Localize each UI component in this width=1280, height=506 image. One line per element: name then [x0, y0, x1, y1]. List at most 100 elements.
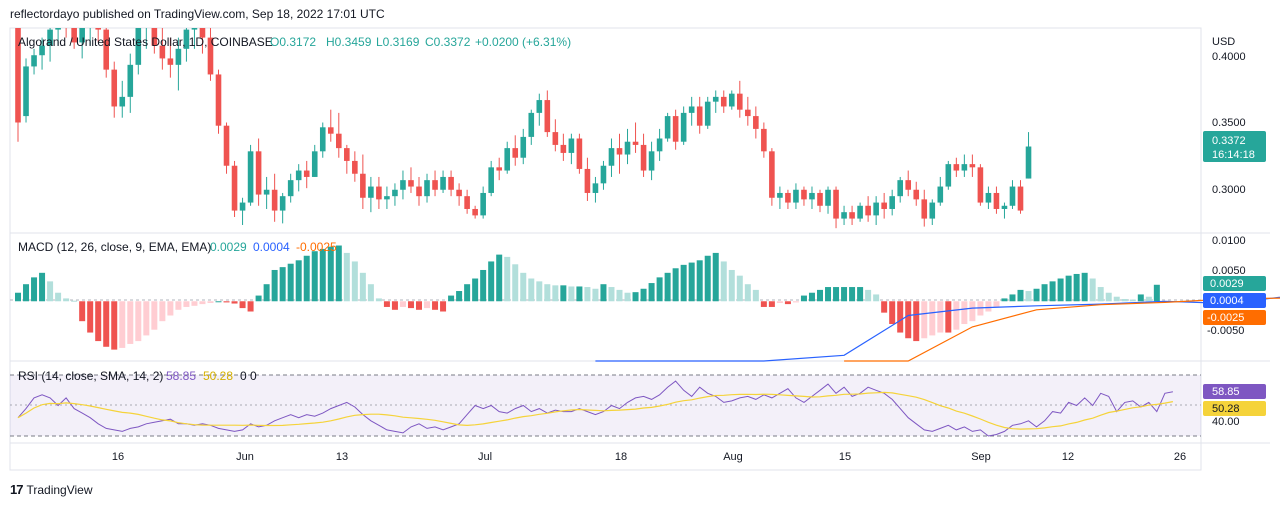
macd-hist-bar: [1137, 294, 1144, 302]
macd-hist-bar: [31, 277, 38, 302]
candle: [536, 93, 543, 126]
candle-body: [432, 180, 438, 190]
candle-body: [127, 64, 134, 97]
candle-body: [31, 55, 37, 67]
macd-hist-bar: [1017, 289, 1024, 302]
time-tick: 12: [1062, 451, 1074, 463]
macd-axis[interactable]: 0.0100 0.0050 -0.0050 0.0029 0.0004 -0.0…: [1203, 235, 1266, 337]
macd-hist-bar: [159, 301, 166, 322]
macd-hist-bar: [712, 252, 719, 302]
candle-body: [464, 196, 470, 209]
macd-histogram: [15, 245, 1160, 350]
candle-body: [1001, 205, 1008, 209]
candle: [199, 28, 206, 54]
macd-hist-bar: [841, 287, 848, 302]
macd-hist-bar: [584, 287, 591, 302]
candle: [737, 80, 743, 118]
candle-body: [528, 112, 535, 137]
candle-body: [319, 127, 326, 152]
candle-body: [576, 138, 583, 169]
candle-body: [1017, 186, 1024, 211]
candle-body: [191, 28, 198, 30]
macd-hist-bar: [496, 254, 503, 302]
macd-hist-bar: [71, 300, 78, 302]
macd-line-badge: [1203, 293, 1266, 308]
candle: [520, 128, 527, 165]
candle-body: [336, 133, 342, 149]
candle-body: [303, 170, 310, 177]
candle-body: [119, 96, 126, 107]
brand-footer[interactable]: 17 TradingView: [10, 482, 93, 497]
macd-hist-bar: [23, 284, 30, 302]
macd-hist-bar: [343, 252, 350, 302]
macd-hist-bar: [937, 301, 944, 333]
candle-body: [448, 176, 454, 190]
candle-body: [905, 180, 912, 190]
macd-hist-bar: [808, 292, 815, 302]
macd-hist-bar: [255, 295, 262, 302]
macd-hist-bar: [456, 291, 463, 302]
macd-hist-bar: [375, 298, 382, 302]
macd-hist-bar: [544, 284, 551, 302]
candle: [672, 109, 679, 150]
candle-body: [440, 176, 446, 190]
time-tick: 18: [615, 451, 627, 463]
candle-body: [929, 202, 936, 219]
macd-hist-bar: [969, 301, 976, 322]
macd-hist-value: 0.0029: [210, 240, 247, 254]
macd-hist-bar: [905, 301, 912, 339]
macd-hist-bar: [319, 248, 326, 302]
candle: [159, 28, 166, 70]
candle: [207, 28, 214, 81]
macd-hist-bar: [1033, 288, 1040, 302]
candle-body: [263, 189, 270, 195]
macd-hist-bar: [327, 246, 334, 302]
candle: [424, 173, 430, 203]
candle: [616, 133, 623, 174]
candle: [504, 141, 511, 174]
rsi-axis[interactable]: 58.85 50.28 40.00: [1203, 384, 1266, 428]
rsi-badge-text: 58.85: [1212, 386, 1240, 398]
macd-hist-bar: [608, 287, 615, 302]
candle-body: [857, 205, 863, 219]
macd-hist-bar: [600, 284, 607, 302]
candle-body: [841, 212, 847, 219]
macd-hist-bar: [664, 272, 671, 302]
candle: [336, 112, 342, 158]
macd-hist-bar: [1025, 291, 1032, 302]
macd-hist-bar: [504, 256, 511, 302]
candle: [817, 189, 823, 213]
candle-body: [95, 28, 101, 30]
macd-hist-bar: [849, 287, 856, 302]
macd-hist-bar: [263, 284, 270, 302]
time-axis[interactable]: 16 Jun 13 Jul 18 Aug 15 Sep 12 26: [112, 451, 1186, 463]
price-axis[interactable]: USD 0.4000 0.3500 0.3000 0.3372 16:14:18: [1203, 36, 1266, 196]
candle-body: [295, 170, 302, 181]
candle: [23, 58, 29, 123]
candle-body: [777, 192, 783, 198]
macd-hist-bar: [183, 301, 190, 307]
candle-body: [215, 74, 222, 126]
candle-body: [416, 186, 422, 197]
candle-body: [889, 196, 895, 209]
candle-body: [55, 28, 61, 30]
macd-hist-bar: [359, 272, 366, 302]
macd-hist-bar: [873, 294, 880, 302]
brand-name: TradingView: [26, 482, 93, 497]
macd-hist-bar: [207, 301, 214, 303]
macd-hist-bar: [287, 263, 294, 302]
macd-lines: [595, 296, 1280, 362]
candle-body: [728, 93, 735, 107]
macd-hist-bar: [303, 255, 310, 302]
candle-body: [135, 28, 142, 65]
macd-hist-bar: [696, 260, 703, 302]
candle-body: [688, 106, 695, 113]
candle: [753, 106, 759, 139]
candle-body: [504, 148, 511, 171]
candle: [464, 189, 470, 214]
macd-hist-bar: [1105, 292, 1112, 302]
candle: [945, 160, 952, 190]
ohlc-close: C0.3372: [425, 35, 471, 49]
candle-body: [311, 151, 318, 177]
